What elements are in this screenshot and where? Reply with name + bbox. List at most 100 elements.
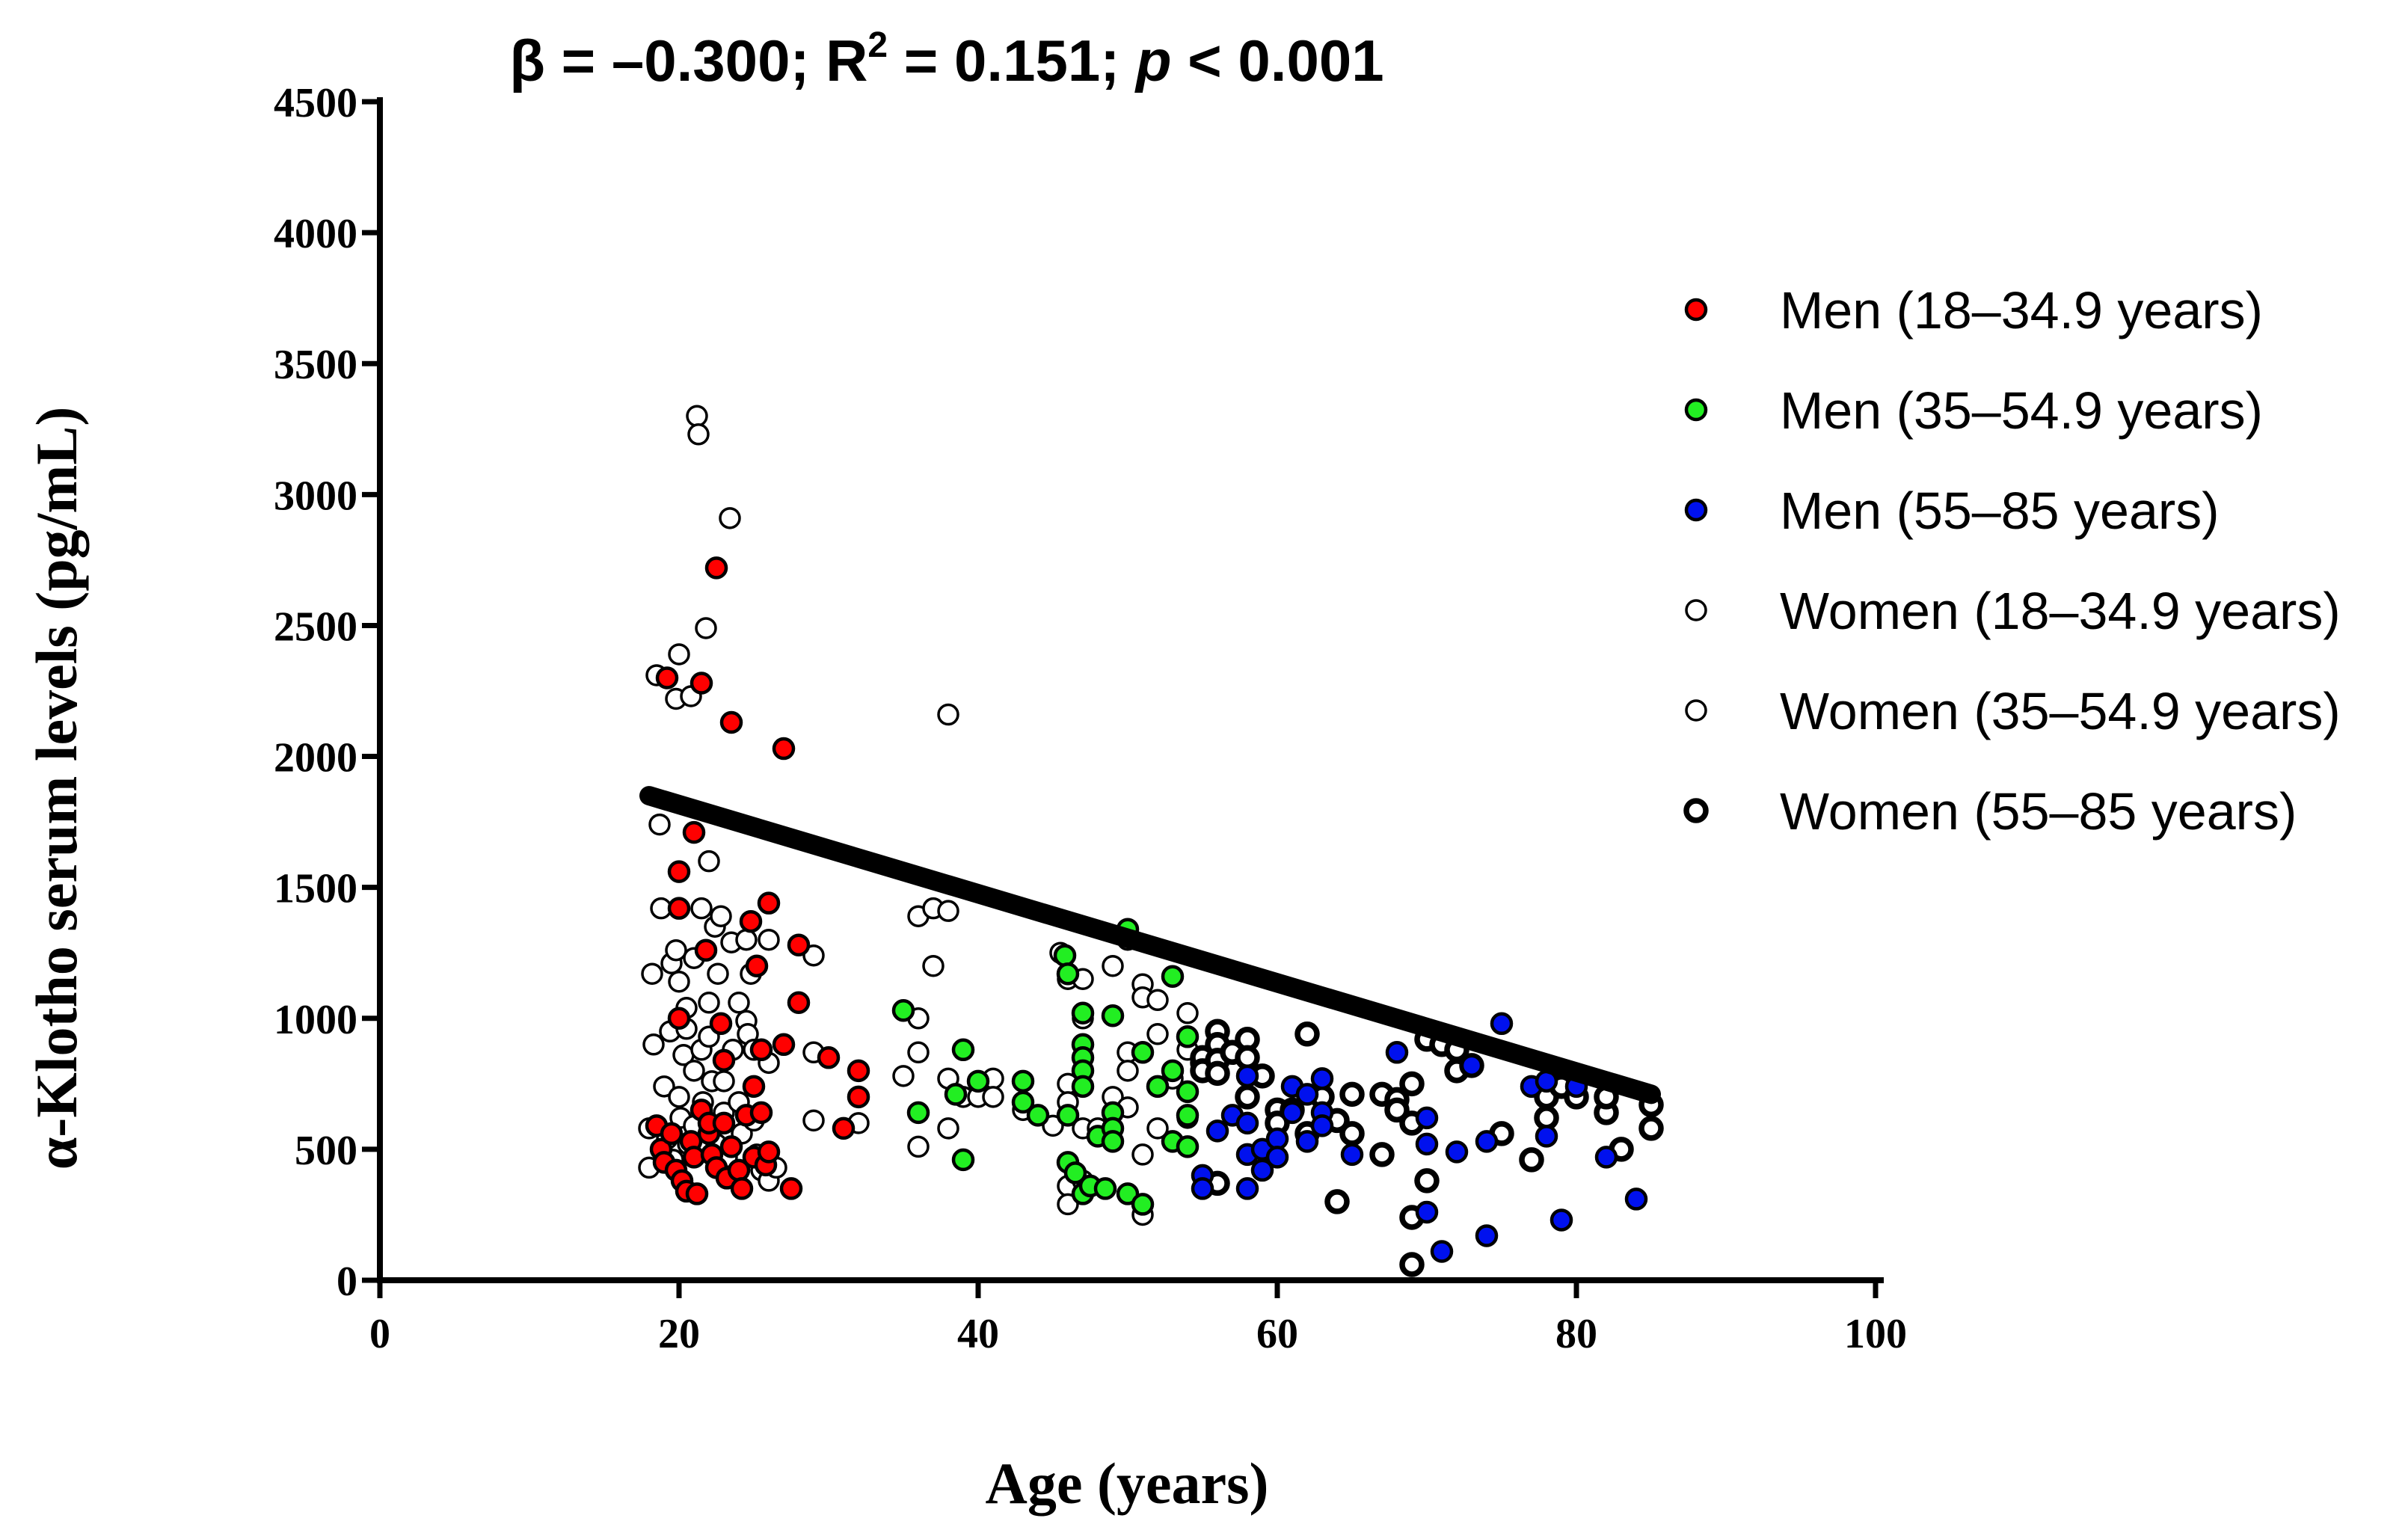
- data-point: [668, 643, 690, 666]
- data-point: [1071, 1001, 1095, 1025]
- data-point: [712, 1111, 736, 1135]
- data-point: [655, 666, 679, 689]
- data-point: [802, 1109, 825, 1132]
- legend-item: Men (55–85 years): [1684, 482, 2220, 540]
- legend-marker: [1685, 699, 1707, 722]
- data-point: [1176, 1135, 1200, 1158]
- data-point: [832, 1116, 856, 1140]
- data-point: [1063, 1161, 1087, 1185]
- legend: Men (18–34.9 years) Men (35–54.9 years) Me…: [1683, 281, 2341, 841]
- series-1: [891, 918, 1200, 1216]
- data-point: [1205, 1060, 1230, 1087]
- data-point: [1011, 1090, 1035, 1114]
- data-point: [682, 820, 706, 844]
- x-axis-label: Age (years): [986, 1451, 1269, 1516]
- legend-marker: [1684, 298, 1708, 322]
- title-r2: = 0.151;: [888, 28, 1136, 93]
- data-point: [951, 1038, 975, 1062]
- data-point: [847, 1059, 870, 1083]
- data-point: [1415, 1106, 1439, 1130]
- legend-marker: [1684, 498, 1708, 522]
- legend-item: Women (55–85 years): [1683, 782, 2297, 841]
- data-point: [1638, 1116, 1664, 1141]
- data-point: [802, 944, 825, 967]
- data-point: [685, 1182, 709, 1205]
- data-point: [648, 813, 671, 836]
- y-tick-label: 4500: [274, 80, 357, 126]
- title-p-symbol: p: [1134, 28, 1172, 93]
- y-tick-label: 1000: [274, 997, 357, 1043]
- data-point: [1535, 1125, 1558, 1148]
- y-tick-label: 3500: [274, 342, 357, 388]
- data-point: [1415, 1200, 1439, 1224]
- data-point: [709, 1012, 733, 1036]
- data-point: [891, 999, 915, 1022]
- data-point: [1369, 1142, 1395, 1167]
- data-point: [704, 556, 728, 580]
- data-point: [1146, 1075, 1170, 1099]
- data-point: [1057, 1193, 1079, 1216]
- data-point: [1101, 1130, 1125, 1153]
- data-point: [772, 1033, 796, 1057]
- data-point: [922, 954, 945, 977]
- data-point: [906, 1101, 930, 1125]
- data-point: [1235, 1177, 1259, 1200]
- data-point: [1176, 1002, 1199, 1024]
- data-point: [698, 850, 720, 873]
- data-point: [1295, 1083, 1319, 1106]
- data-point: [742, 1075, 766, 1099]
- data-point: [1310, 1067, 1334, 1090]
- x-tick-label: 40: [957, 1311, 999, 1357]
- data-point: [1324, 1189, 1350, 1214]
- data-point: [772, 737, 796, 761]
- data-point: [710, 905, 732, 927]
- data-point: [687, 423, 710, 446]
- title-p-value: < 0.001: [1172, 28, 1384, 93]
- data-point: [665, 938, 687, 962]
- data-point: [1176, 1104, 1200, 1127]
- data-point: [1235, 1084, 1260, 1110]
- data-point: [937, 703, 959, 726]
- data-point: [1415, 1132, 1439, 1156]
- series-5: [1190, 1019, 1664, 1277]
- data-point: [712, 1048, 736, 1072]
- data-point: [1056, 1104, 1080, 1127]
- data-point: [1384, 1097, 1410, 1123]
- y-tick-label: 3000: [274, 473, 357, 519]
- data-point: [660, 1122, 684, 1146]
- data-point: [1235, 1111, 1259, 1135]
- data-point: [1594, 1146, 1618, 1169]
- data-point: [695, 617, 717, 639]
- x-tick-label: 80: [1555, 1311, 1597, 1357]
- data-point: [1235, 1045, 1260, 1071]
- regression-line-group: [639, 786, 1661, 1105]
- data-point: [1116, 1182, 1140, 1205]
- data-point: [1191, 1177, 1214, 1200]
- axes: [377, 97, 1884, 1283]
- legend-label: Men (55–85 years): [1780, 482, 2220, 540]
- data-point: [713, 1070, 735, 1093]
- data-point: [689, 672, 713, 695]
- data-point: [686, 405, 708, 428]
- data-point: [694, 938, 718, 962]
- data-point: [1399, 1071, 1425, 1097]
- data-point: [1460, 1054, 1484, 1078]
- data-point: [757, 891, 781, 915]
- series-0: [645, 556, 870, 1205]
- data-point: [749, 1038, 773, 1062]
- data-point: [1011, 1069, 1035, 1093]
- data-point: [937, 1117, 959, 1140]
- data-point: [728, 992, 750, 1014]
- data-point: [1534, 1105, 1559, 1131]
- data-point: [758, 928, 780, 951]
- data-point: [730, 1177, 754, 1200]
- data-point: [847, 1085, 870, 1109]
- data-point: [1385, 1041, 1409, 1064]
- regression-line: [639, 786, 1661, 1105]
- data-point: [1265, 1127, 1289, 1151]
- series-4: [892, 703, 1199, 1226]
- data-point: [1519, 1147, 1544, 1173]
- y-tick-label: 500: [295, 1128, 357, 1174]
- data-point: [668, 1086, 690, 1108]
- data-point: [1131, 1041, 1155, 1064]
